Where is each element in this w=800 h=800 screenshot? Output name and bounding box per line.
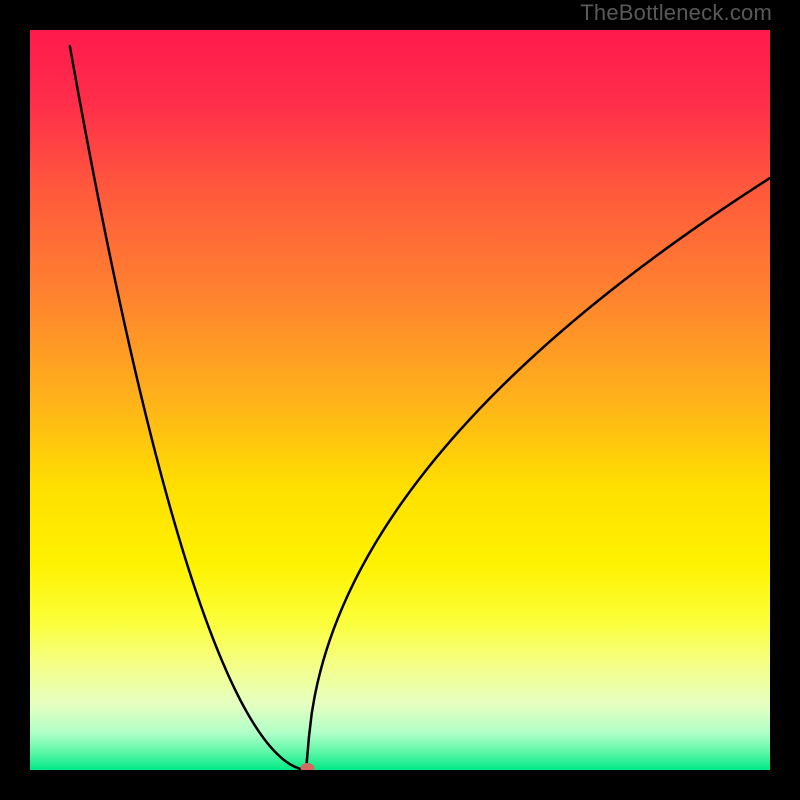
watermark-text: TheBottleneck.com <box>580 0 772 26</box>
bottleneck-chart <box>0 0 800 800</box>
chart-container: TheBottleneck.com <box>0 0 800 800</box>
